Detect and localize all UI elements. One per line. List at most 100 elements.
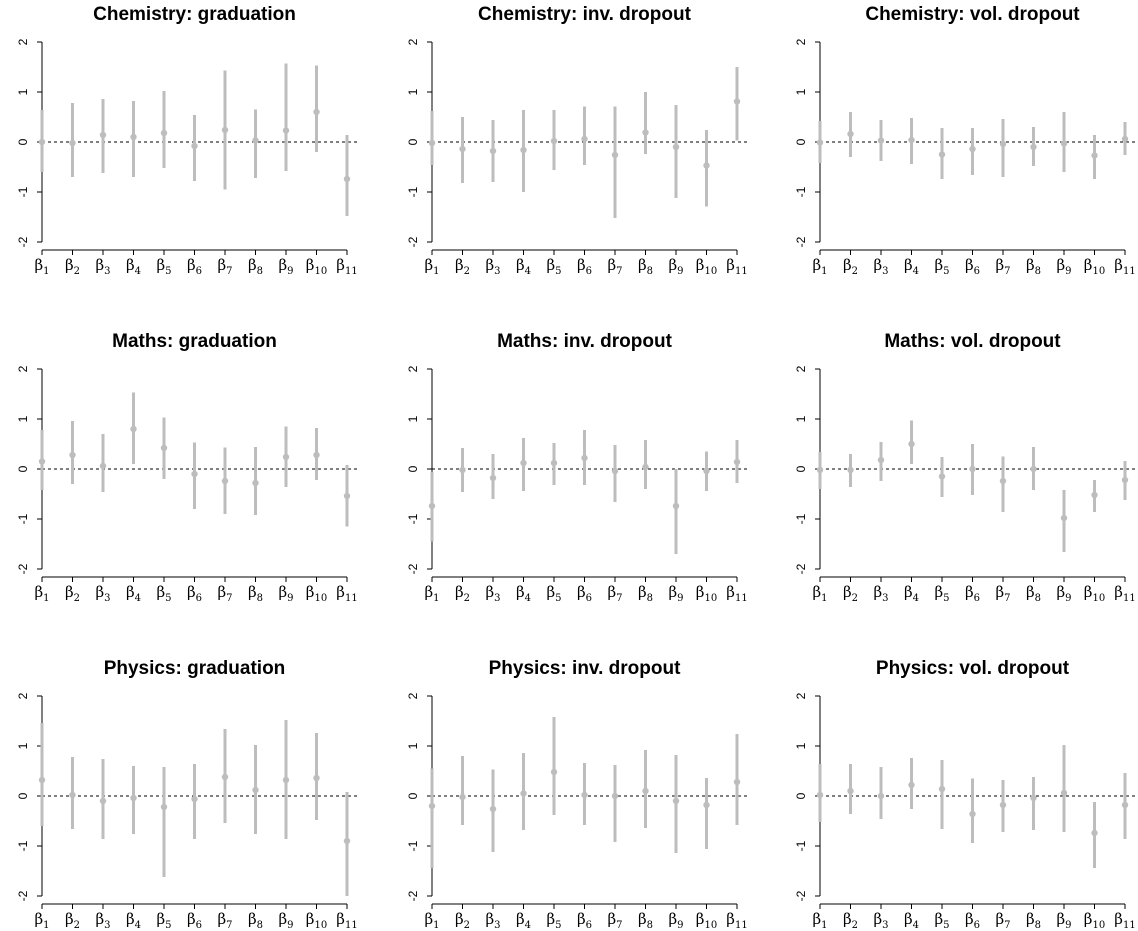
x-tick-label: β2 bbox=[65, 583, 80, 604]
panel-title: Maths: vol. dropout bbox=[884, 331, 1061, 352]
x-tick-label: β10 bbox=[1084, 583, 1105, 604]
x-tick-label: β11 bbox=[1114, 583, 1135, 604]
y-tick-label: 2 bbox=[794, 365, 808, 372]
x-tick-label: β11 bbox=[336, 910, 357, 931]
estimate-point-β8 bbox=[252, 137, 259, 144]
x-tick-label: β10 bbox=[1084, 910, 1105, 931]
x-tick-label: β7 bbox=[995, 256, 1010, 277]
x-tick-label: β7 bbox=[995, 910, 1010, 931]
y-tick-label: 1 bbox=[406, 415, 420, 422]
estimate-point-β9 bbox=[672, 143, 680, 151]
estimate-point-β8 bbox=[642, 787, 649, 795]
estimate-point-β5 bbox=[160, 444, 168, 452]
x-tick-label: β3 bbox=[873, 256, 888, 277]
x-tick-label: β10 bbox=[696, 583, 717, 604]
y-tick-label: 0 bbox=[406, 465, 420, 472]
estimate-point-β8 bbox=[1030, 465, 1037, 473]
y-tick-label: 0 bbox=[16, 138, 30, 145]
y-tick-label: -2 bbox=[406, 890, 420, 901]
estimate-point-β7 bbox=[611, 151, 619, 159]
y-tick-label: 1 bbox=[406, 88, 420, 95]
panel-7: Physics: graduation 2 1 0 -1 -2 β1 β2 β3 β4 β5 β6 β7… bbox=[16, 658, 360, 931]
estimate-point-β6 bbox=[581, 454, 588, 462]
estimate-point-β6 bbox=[191, 142, 198, 150]
estimate-point-β10 bbox=[313, 451, 320, 459]
estimate-point-β11 bbox=[1121, 476, 1129, 484]
x-tick-label: β3 bbox=[95, 910, 110, 931]
x-tick-label: β6 bbox=[965, 583, 980, 604]
y-tick-label: -2 bbox=[16, 563, 30, 574]
estimate-point-β6 bbox=[581, 135, 588, 143]
estimate-point-β6 bbox=[969, 810, 976, 818]
y-tick-label: -2 bbox=[16, 890, 30, 901]
estimate-point-β11 bbox=[343, 492, 351, 500]
x-tick-label: β2 bbox=[843, 583, 858, 604]
estimate-point-β5 bbox=[550, 459, 558, 467]
x-tick-label: β8 bbox=[638, 583, 653, 604]
x-tick-label: β8 bbox=[248, 910, 263, 931]
x-tick-label: β9 bbox=[278, 256, 293, 277]
y-tick-label: 1 bbox=[16, 742, 30, 749]
y-tick-label: 1 bbox=[794, 415, 808, 422]
estimate-point-β1 bbox=[38, 458, 46, 465]
y-tick-label: -1 bbox=[794, 186, 808, 197]
x-tick-label: β7 bbox=[217, 583, 232, 604]
y-tick-label: 2 bbox=[794, 692, 808, 699]
estimate-point-β3 bbox=[877, 137, 885, 144]
estimate-point-β2 bbox=[459, 145, 466, 153]
estimate-point-β4 bbox=[130, 425, 137, 433]
x-tick-label: β4 bbox=[126, 910, 141, 931]
estimate-point-β6 bbox=[191, 795, 198, 803]
estimate-point-β9 bbox=[1060, 140, 1068, 147]
y-tick-label: -1 bbox=[16, 186, 30, 197]
estimate-point-β5 bbox=[938, 473, 946, 480]
x-tick-label: β7 bbox=[607, 910, 622, 931]
panel-title: Chemistry: vol. dropout bbox=[865, 4, 1080, 25]
panel-title: Physics: inv. dropout bbox=[489, 658, 681, 679]
x-tick-label: β9 bbox=[668, 256, 683, 277]
estimate-point-β4 bbox=[520, 790, 527, 797]
estimate-point-β9 bbox=[1060, 789, 1068, 797]
x-tick-label: β6 bbox=[577, 256, 592, 277]
x-tick-label: β7 bbox=[607, 583, 622, 604]
x-tick-label: β4 bbox=[904, 583, 919, 604]
x-tick-label: β11 bbox=[726, 910, 747, 931]
estimate-point-β1 bbox=[38, 776, 46, 784]
estimate-point-β4 bbox=[908, 136, 915, 144]
estimate-point-β3 bbox=[99, 462, 107, 470]
estimate-point-β2 bbox=[847, 130, 854, 138]
y-tick-label: -1 bbox=[406, 513, 420, 524]
x-tick-label: β3 bbox=[95, 256, 110, 277]
x-tick-label: β9 bbox=[1056, 910, 1071, 931]
estimate-point-β10 bbox=[313, 774, 320, 782]
x-tick-label: β7 bbox=[217, 256, 232, 277]
x-tick-label: β10 bbox=[696, 256, 717, 277]
panel-title: Maths: inv. dropout bbox=[497, 331, 673, 352]
x-tick-label: β6 bbox=[577, 583, 592, 604]
y-tick-label: -1 bbox=[16, 513, 30, 524]
y-tick-label: 0 bbox=[794, 138, 808, 145]
y-tick-label: -1 bbox=[406, 840, 420, 851]
estimate-point-β3 bbox=[877, 792, 885, 800]
x-tick-label: β2 bbox=[843, 256, 858, 277]
panel-title: Maths: graduation bbox=[112, 331, 277, 352]
x-tick-label: β4 bbox=[126, 583, 141, 604]
x-tick-label: β7 bbox=[995, 583, 1010, 604]
x-tick-label: β2 bbox=[65, 910, 80, 931]
x-tick-label: β8 bbox=[1026, 910, 1041, 931]
estimate-point-β8 bbox=[1030, 794, 1037, 802]
y-tick-label: 2 bbox=[406, 692, 420, 699]
x-tick-label: β11 bbox=[1114, 256, 1135, 277]
x-tick-label: β4 bbox=[516, 256, 531, 277]
x-tick-label: β4 bbox=[516, 583, 531, 604]
x-tick-label: β7 bbox=[217, 910, 232, 931]
estimate-point-β10 bbox=[1091, 829, 1098, 837]
x-tick-label: β3 bbox=[485, 583, 500, 604]
y-tick-label: 0 bbox=[794, 465, 808, 472]
estimate-point-β11 bbox=[1121, 135, 1129, 143]
x-tick-label: β5 bbox=[934, 583, 949, 604]
x-tick-label: β3 bbox=[873, 910, 888, 931]
x-tick-label: β1 bbox=[34, 256, 49, 277]
panel-1: Chemistry: graduation 2 1 0 -1 -2 β1 β2 β3 β4 β5 β6… bbox=[16, 4, 360, 277]
estimate-point-β3 bbox=[489, 147, 497, 155]
